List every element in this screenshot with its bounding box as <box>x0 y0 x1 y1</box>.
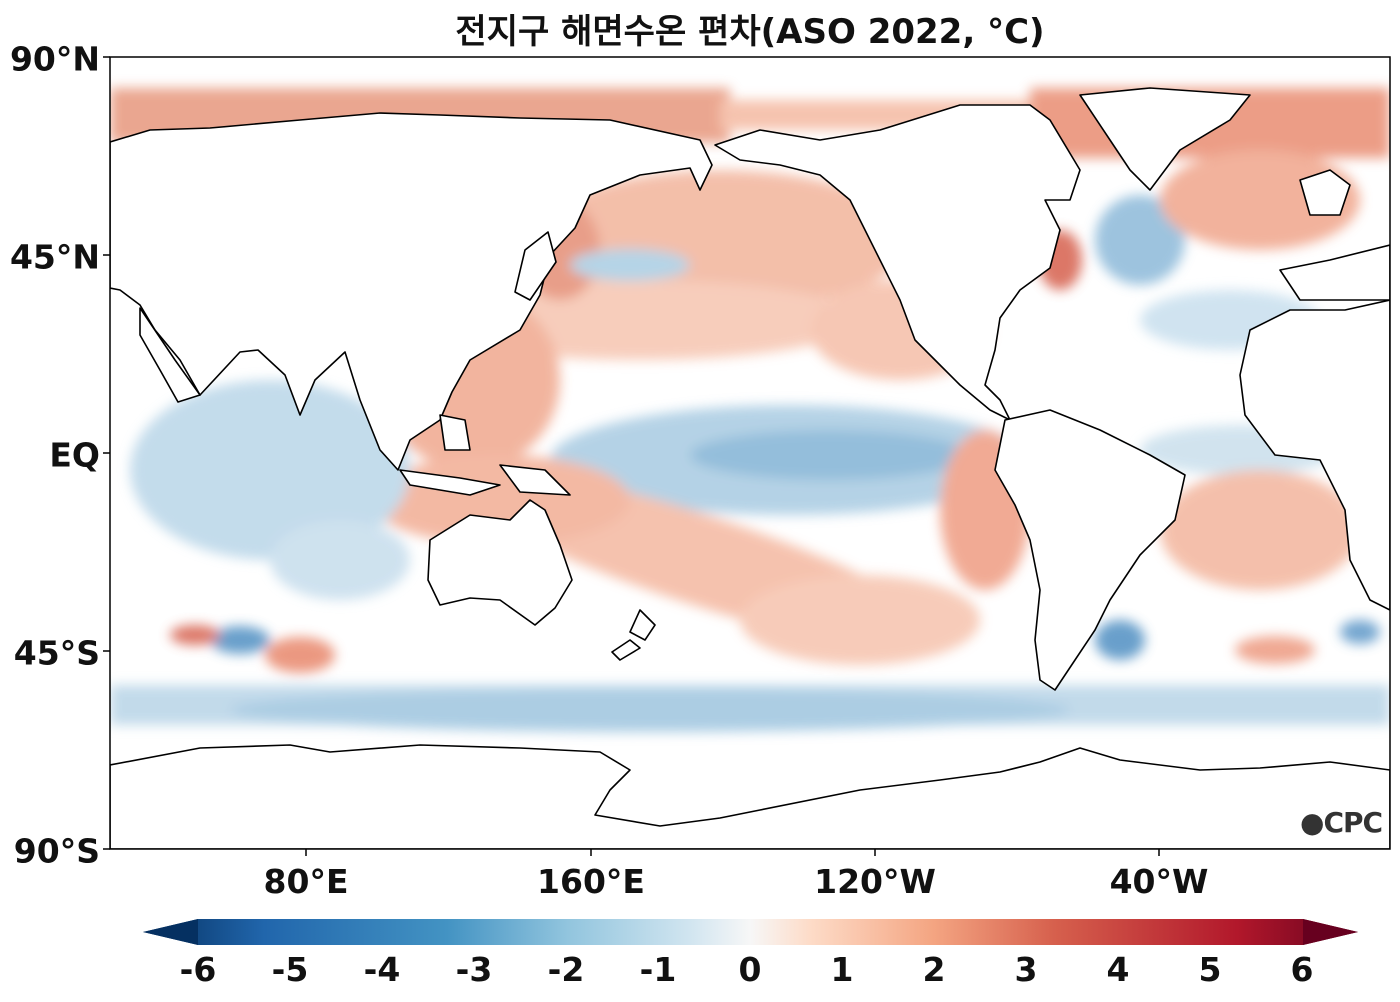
continents <box>110 87 1390 849</box>
logo-text: CPC <box>1323 806 1383 839</box>
x-label-120w: 120°W <box>814 862 936 901</box>
colorbar-tick: 6 <box>1290 950 1314 989</box>
y-label-45s: 45°S <box>13 633 100 673</box>
colorbar-tick: -6 <box>179 950 217 989</box>
colorbar-tick: 0 <box>738 950 762 989</box>
x-label-160e: 160°E <box>537 862 645 901</box>
axis-ticks <box>103 56 1160 856</box>
x-label-40w: 40°W <box>1109 862 1209 901</box>
y-label-eq: EQ <box>49 435 100 475</box>
south-america-landmass <box>994 409 1186 691</box>
indian-ocean-cool-anomaly <box>130 380 410 560</box>
colorbar-tick: -3 <box>455 950 493 989</box>
cpc-logo: ●CPC <box>1300 806 1383 839</box>
colorbar-tick: -2 <box>547 950 585 989</box>
colorbar-tick: 5 <box>1198 950 1222 989</box>
colorbar-tick: 3 <box>1014 950 1038 989</box>
y-label-90n: 90°N <box>9 39 100 79</box>
colorbar-tick: -4 <box>363 950 401 989</box>
eurasia-landmass <box>110 112 713 471</box>
north-atlantic-cool-anomaly <box>1095 195 1185 285</box>
globe-icon: ● <box>1300 806 1324 839</box>
colorbar-tick: 4 <box>1106 950 1130 989</box>
australia-landmass <box>427 499 573 626</box>
y-label-45n: 45°N <box>9 237 100 277</box>
greenland-landmass <box>1079 87 1251 191</box>
north-america-landmass <box>714 104 1081 421</box>
x-label-80e: 80°E <box>263 862 349 901</box>
map-title: 전지구 해면수온 편차(ASO 2022, °C) <box>455 12 1045 52</box>
africa-landmass <box>1239 299 1390 611</box>
colorbar-tick: 1 <box>830 950 854 989</box>
colorbar-tick: -5 <box>271 950 309 989</box>
antarctica-landmass <box>110 744 1390 849</box>
colorbar <box>143 919 1358 945</box>
colorbar-tick: -1 <box>639 950 677 989</box>
y-label-90s: 90°S <box>13 831 100 871</box>
colorbar-tick: 2 <box>922 950 946 989</box>
